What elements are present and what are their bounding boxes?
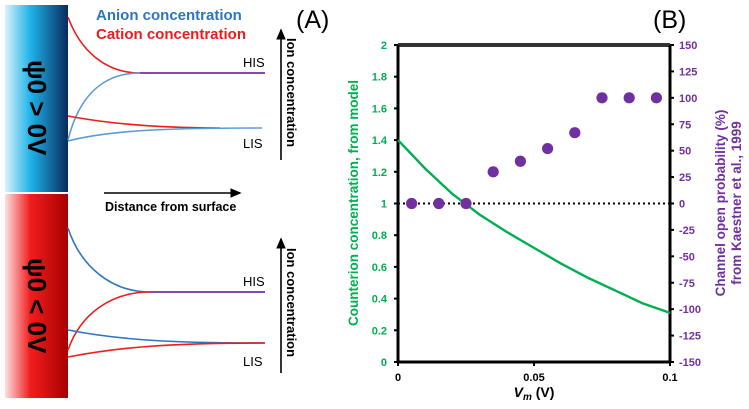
positive-surface	[5, 5, 68, 192]
open-probability-point	[406, 197, 418, 210]
left-tick-label: 2	[381, 40, 387, 52]
left-tick-label: 1.8	[372, 72, 387, 84]
panel-a-label: (A)	[296, 6, 329, 34]
left-tick-label: 1	[381, 199, 387, 211]
legend-cation: Cation concentration	[96, 26, 246, 43]
left-tick-label: 0.4	[372, 294, 388, 306]
negative-surface	[5, 194, 68, 398]
bottom-lis-label: LIS	[243, 354, 263, 369]
left-tick-label: 0.8	[372, 230, 387, 242]
top-surface-label: ψ0 > 0V	[22, 60, 52, 156]
open-probability-point	[596, 92, 608, 104]
bottom-his-label: HIS	[243, 274, 265, 289]
bottom-anion-lis-curve	[67, 329, 266, 344]
left-tick-label: 1.4	[372, 135, 388, 147]
top-anion-lis-curve	[67, 127, 263, 142]
right-tick-label: -125	[679, 331, 701, 343]
left-tick-label: 1.6	[372, 103, 387, 115]
panel-a: ψ0 > 0V ψ0 < 0V Anion concentration Cati…	[5, 5, 329, 398]
right-tick-label: 0	[679, 199, 685, 211]
x-tick-label: 0.1	[662, 372, 677, 384]
top-cation-his-curve	[67, 16, 141, 74]
right-tick-label: 125	[679, 66, 697, 78]
right-tick-label: -100	[679, 304, 701, 316]
open-probability-point	[623, 92, 635, 104]
legend-anion: Anion concentration	[96, 7, 242, 24]
right-axis-title-line1: Channel open probability (%)	[713, 110, 728, 297]
x-axis-title-main: V	[514, 384, 525, 400]
right-tick-label: 75	[679, 119, 691, 131]
left-tick-label: 1.2	[372, 167, 387, 179]
open-probability-point	[433, 197, 445, 210]
left-axis-title: Counterion concentration, from model	[346, 80, 361, 326]
x-axis-title-sub: m	[523, 392, 532, 403]
open-probability-point	[569, 127, 581, 139]
x-axis-title-unit: (V)	[532, 384, 555, 400]
top-ion-concentration-label: Ion concentration	[284, 38, 299, 147]
x-axis-title: Vm (V)	[514, 384, 555, 403]
distance-label: Distance from surface	[105, 200, 236, 214]
chart-plot: 0 0.2 0.4 0.6 0.8 1 1.2 1.4 1.6 1.8 2 -150 -125 -100 -…	[372, 40, 701, 384]
top-cation-lis-curve	[67, 115, 221, 129]
bottom-surface-label: ψ0 < 0V	[22, 258, 52, 354]
bottom-cation-his-curve	[67, 291, 151, 351]
panel-b-label: (B)	[653, 6, 686, 34]
top-lis-label: LIS	[243, 136, 263, 151]
right-tick-label: 50	[679, 146, 691, 158]
right-tick-label: 100	[679, 93, 697, 105]
x-tick-label: 0	[395, 372, 401, 384]
right-tick-label: -25	[679, 225, 695, 237]
left-tick-label: 0.6	[372, 262, 387, 274]
panel-b: (B) 0 0.2 0.4 0.6 0.8 1 1.2 1.4 1.6 1.8 2 -150 -125 -…	[346, 6, 744, 403]
right-tick-label: 150	[679, 40, 697, 52]
bottom-cation-lis-curve	[67, 342, 266, 358]
x-tick-label: 0.05	[523, 372, 544, 384]
right-tick-label: 25	[679, 172, 691, 184]
right-tick-label: -150	[679, 357, 701, 369]
right-axis-title-line2: from Kaestner et al., 1999	[729, 121, 744, 285]
open-probability-point	[650, 92, 663, 104]
right-tick-label: -75	[679, 278, 695, 290]
top-anion-his-curve	[67, 72, 141, 141]
counterion-concentration-line	[397, 139, 671, 315]
open-probability-point	[460, 197, 472, 210]
bottom-ion-concentration-label: Ion concentration	[284, 248, 299, 357]
left-tick-label: 0	[381, 357, 387, 369]
top-his-label: HIS	[243, 55, 265, 70]
bottom-anion-his-curve	[67, 227, 151, 293]
right-tick-label: -50	[679, 251, 695, 263]
left-tick-label: 0.2	[372, 325, 387, 337]
open-probability-point	[542, 142, 554, 155]
open-probability-point	[514, 155, 527, 167]
open-probability-point	[487, 166, 499, 178]
